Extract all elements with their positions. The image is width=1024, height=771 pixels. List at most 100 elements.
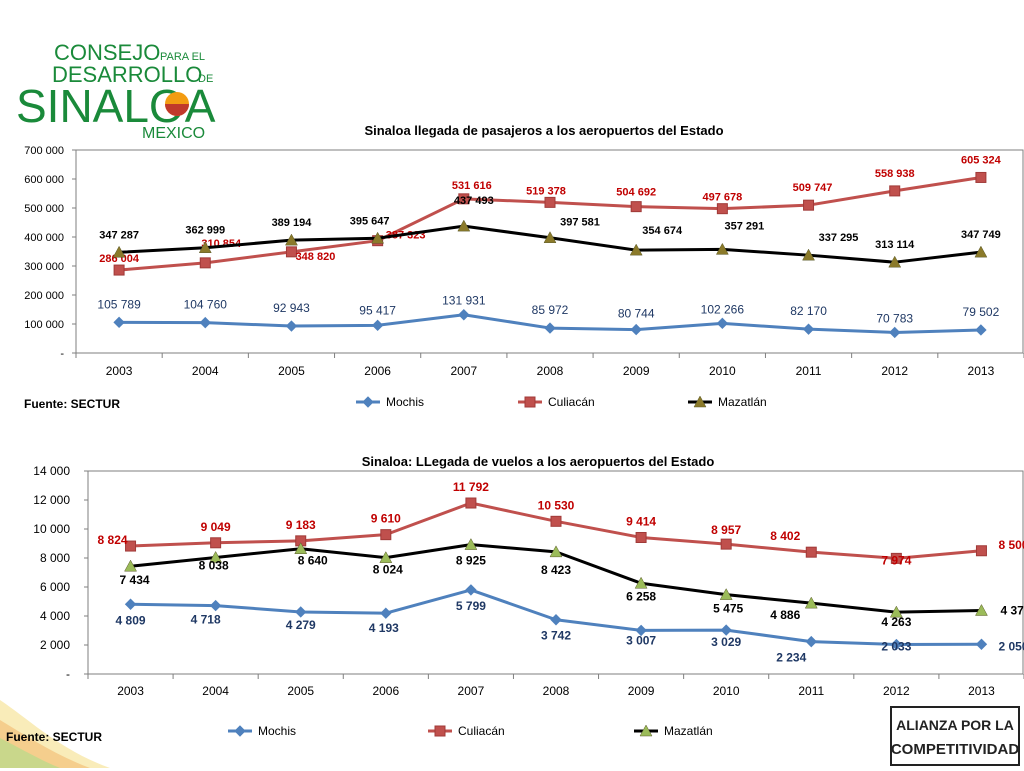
- data-point: [285, 320, 298, 332]
- y-tick-label: 6 000: [40, 580, 70, 594]
- source-note-2: Fuente: SECTUR: [6, 730, 102, 744]
- data-point: [544, 196, 556, 208]
- data-point: [975, 171, 987, 183]
- legend-label: Culiacán: [458, 724, 505, 738]
- data-point: [464, 538, 478, 550]
- data-point: [975, 545, 987, 557]
- legend-label: Mochis: [258, 724, 296, 738]
- data-point: [802, 248, 815, 261]
- data-point: [635, 624, 647, 637]
- data-label: 82 170: [790, 304, 827, 318]
- data-label: 105 789: [97, 297, 141, 311]
- y-tick-label: 700 000: [24, 145, 64, 157]
- x-category-label: 2008: [537, 364, 564, 378]
- x-category-label: 2004: [202, 684, 229, 698]
- data-label: 7 434: [120, 573, 150, 587]
- data-label: 5 799: [456, 599, 486, 613]
- data-point: [124, 559, 137, 572]
- data-point: [294, 542, 308, 554]
- data-label: 8 957: [711, 523, 741, 537]
- data-label: 286 004: [99, 253, 140, 265]
- data-label: 347 749: [961, 229, 1001, 241]
- data-label: 85 972: [532, 303, 569, 317]
- alianza-competitividad-logo: ALIANZA POR LA COMPETITIVIDAD: [890, 706, 1020, 766]
- y-tick-label: 100 000: [24, 319, 64, 331]
- data-point: [112, 245, 126, 258]
- chart-title: Sinaloa: LLegada de vuelos a los aeropue…: [362, 454, 715, 469]
- data-label: 4 886: [770, 608, 800, 622]
- data-point: [550, 614, 562, 626]
- data-point: [285, 233, 298, 246]
- y-tick-label: 600 000: [24, 174, 64, 186]
- data-point: [543, 231, 557, 243]
- data-label: 8 500: [998, 538, 1024, 552]
- data-point: [457, 219, 471, 232]
- data-point: [113, 316, 125, 329]
- data-label: 2 033: [881, 640, 911, 654]
- x-category-label: 2013: [968, 684, 995, 698]
- data-label: 4 263: [881, 615, 911, 629]
- data-label: 389 194: [272, 217, 313, 229]
- data-label: 4 809: [116, 613, 146, 627]
- legend-marker: [639, 724, 653, 737]
- data-label: 79 502: [963, 305, 1000, 319]
- data-label: 558 938: [875, 168, 915, 180]
- data-label: 10 530: [538, 498, 575, 512]
- data-label: 8 640: [298, 554, 328, 568]
- data-label: 2 234: [776, 651, 806, 665]
- data-point: [379, 551, 393, 563]
- data-label: 348 820: [296, 251, 336, 263]
- data-label: 347 287: [99, 229, 139, 241]
- data-point: [890, 638, 903, 651]
- data-label: 9 610: [371, 512, 401, 526]
- plot-area: [75, 149, 1024, 354]
- data-label: 8 925: [456, 554, 486, 568]
- y-tick-label: 2 000: [40, 638, 70, 652]
- x-category-label: 2007: [450, 364, 477, 378]
- svg-text:PARA EL: PARA EL: [160, 51, 205, 63]
- data-point: [720, 538, 732, 550]
- data-label: 9 414: [626, 514, 656, 528]
- x-category-label: 2006: [372, 684, 399, 698]
- plot-area: [87, 470, 1024, 675]
- y-tick-label: -: [66, 667, 70, 681]
- x-category-label: 2006: [364, 364, 391, 378]
- data-point: [458, 193, 470, 205]
- data-label: 4 193: [369, 621, 399, 635]
- data-point: [380, 607, 392, 619]
- data-label: 7 974: [881, 553, 911, 567]
- x-category-label: 2012: [881, 364, 908, 378]
- data-point: [210, 537, 222, 549]
- svg-text:DE: DE: [198, 73, 213, 85]
- data-label: 2 050: [998, 639, 1024, 653]
- x-category-label: 2013: [968, 364, 995, 378]
- data-label: 497 678: [702, 192, 742, 204]
- data-point: [888, 255, 902, 268]
- legend-label: Mochis: [386, 395, 424, 409]
- data-point: [380, 529, 392, 541]
- data-point: [720, 624, 732, 636]
- legend-marker: [234, 725, 246, 737]
- data-point: [975, 603, 988, 616]
- x-category-label: 2012: [883, 684, 910, 698]
- x-category-label: 2005: [278, 364, 305, 378]
- data-label: 92 943: [273, 301, 310, 315]
- logo-line2: DESARROLLO: [52, 62, 202, 87]
- data-label: 519 378: [526, 185, 566, 197]
- data-point: [716, 203, 728, 215]
- data-point: [113, 264, 125, 276]
- data-label: 4 718: [191, 613, 221, 627]
- data-label: 3 007: [626, 633, 656, 647]
- svg-text:COMPETITIVIDAD: COMPETITIVIDAD: [891, 741, 1020, 758]
- data-point: [889, 326, 901, 339]
- data-point: [371, 319, 384, 332]
- source-note-1: Fuente: SECTUR: [24, 397, 120, 411]
- data-label: 11 792: [453, 480, 489, 494]
- decorative-swoosh: [0, 700, 110, 768]
- y-tick-label: 12 000: [33, 493, 70, 507]
- x-category-label: 2009: [623, 364, 650, 378]
- data-label: 3 742: [541, 629, 571, 643]
- data-label: 102 266: [701, 302, 745, 316]
- data-label: 80 744: [618, 307, 655, 321]
